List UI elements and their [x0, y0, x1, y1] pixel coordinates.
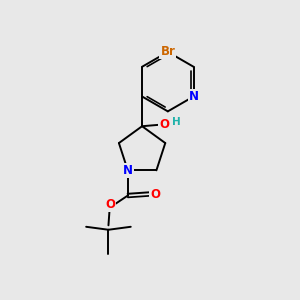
Text: O: O [150, 188, 160, 201]
Text: O: O [159, 118, 170, 131]
Text: N: N [189, 90, 199, 103]
Text: O: O [105, 198, 115, 211]
Text: H: H [172, 117, 181, 127]
Text: Br: Br [160, 45, 175, 58]
Text: N: N [123, 164, 133, 177]
